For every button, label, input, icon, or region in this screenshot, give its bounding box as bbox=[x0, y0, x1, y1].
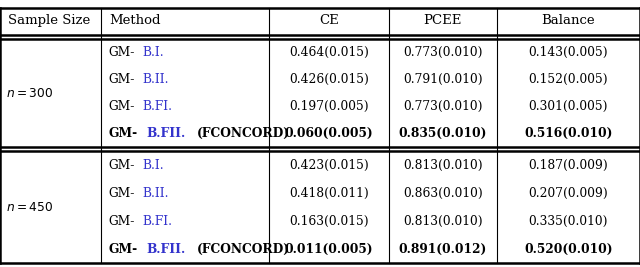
Text: GM-: GM- bbox=[109, 127, 138, 140]
Text: B.FI.: B.FI. bbox=[143, 100, 173, 113]
Text: B.I.: B.I. bbox=[143, 159, 164, 172]
Text: 0.813(0.010): 0.813(0.010) bbox=[403, 159, 483, 172]
Text: 0.791(0.010): 0.791(0.010) bbox=[403, 73, 483, 86]
Text: GM-: GM- bbox=[109, 46, 135, 59]
Text: 0.152(0.005): 0.152(0.005) bbox=[529, 73, 608, 86]
Text: GM-: GM- bbox=[109, 159, 135, 172]
Text: 0.464(0.015): 0.464(0.015) bbox=[289, 46, 369, 59]
Text: B.FII.: B.FII. bbox=[147, 127, 186, 140]
Text: 0.516(0.010): 0.516(0.010) bbox=[524, 127, 612, 140]
Text: PCEE: PCEE bbox=[424, 14, 462, 27]
Text: 0.011(0.005): 0.011(0.005) bbox=[285, 242, 373, 256]
Text: GM-: GM- bbox=[109, 242, 138, 256]
Text: 0.773(0.010): 0.773(0.010) bbox=[403, 100, 483, 113]
Text: GM-: GM- bbox=[109, 187, 135, 199]
Text: 0.813(0.010): 0.813(0.010) bbox=[403, 215, 483, 227]
Text: CE: CE bbox=[319, 14, 339, 27]
Text: (FCONCORD): (FCONCORD) bbox=[197, 127, 290, 140]
Text: 0.773(0.010): 0.773(0.010) bbox=[403, 46, 483, 59]
Text: Method: Method bbox=[109, 14, 160, 27]
Text: (FCONCORD): (FCONCORD) bbox=[197, 242, 290, 256]
Text: 0.335(0.010): 0.335(0.010) bbox=[529, 215, 608, 227]
Text: 0.891(0.012): 0.891(0.012) bbox=[399, 242, 487, 256]
Text: 0.207(0.009): 0.207(0.009) bbox=[529, 187, 608, 199]
Text: 0.520(0.010): 0.520(0.010) bbox=[524, 242, 612, 256]
Text: B.FII.: B.FII. bbox=[147, 242, 186, 256]
Text: 0.197(0.005): 0.197(0.005) bbox=[289, 100, 369, 113]
Text: GM-: GM- bbox=[109, 215, 135, 227]
Text: 0.060(0.005): 0.060(0.005) bbox=[285, 127, 373, 140]
Text: 0.835(0.010): 0.835(0.010) bbox=[399, 127, 487, 140]
Text: GM-: GM- bbox=[109, 100, 135, 113]
Text: Balance: Balance bbox=[541, 14, 595, 27]
Text: 0.418(0.011): 0.418(0.011) bbox=[289, 187, 369, 199]
Text: B.II.: B.II. bbox=[143, 73, 170, 86]
Text: 0.863(0.010): 0.863(0.010) bbox=[403, 187, 483, 199]
Text: 0.426(0.015): 0.426(0.015) bbox=[289, 73, 369, 86]
Text: B.FI.: B.FI. bbox=[143, 215, 173, 227]
Text: 0.423(0.015): 0.423(0.015) bbox=[289, 159, 369, 172]
Text: GM-: GM- bbox=[109, 73, 135, 86]
Text: 0.301(0.005): 0.301(0.005) bbox=[529, 100, 608, 113]
Text: Sample Size: Sample Size bbox=[8, 14, 90, 27]
Text: B.II.: B.II. bbox=[143, 187, 170, 199]
Text: $n = 300$: $n = 300$ bbox=[6, 87, 54, 100]
Text: $n = 450$: $n = 450$ bbox=[6, 201, 54, 214]
Text: 0.187(0.009): 0.187(0.009) bbox=[529, 159, 608, 172]
Text: 0.143(0.005): 0.143(0.005) bbox=[529, 46, 608, 59]
Text: 0.163(0.015): 0.163(0.015) bbox=[289, 215, 369, 227]
Text: B.I.: B.I. bbox=[143, 46, 164, 59]
